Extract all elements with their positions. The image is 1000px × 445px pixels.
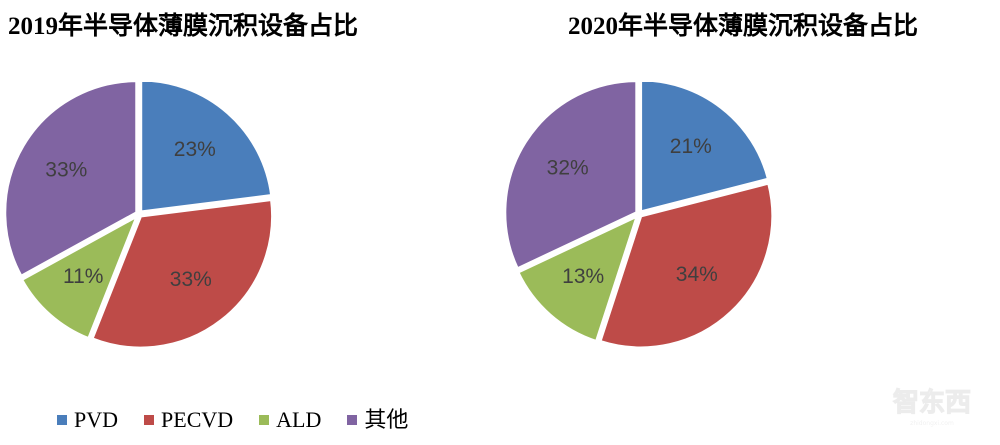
legend-label-pvd: PVD: [74, 407, 119, 432]
pie-slices-2019: [6, 82, 275, 350]
pie-chart-2019: 23% 33% 11% 33%: [6, 82, 438, 362]
chart-panel-2020: 2020年半导体薄膜沉积设备占比 21% 34% 13% 32% PVD PEC…: [500, 0, 1000, 445]
page-title-2020: 2020年半导体薄膜沉积设备占比: [568, 13, 919, 40]
legend-label-pecvd: PECVD: [161, 407, 234, 432]
pie-slice-pecvd[interactable]: [598, 181, 775, 350]
chart-panel-2019: 2019年半导体薄膜沉积设备占比 23% 33% 11% 33% PVD PEC…: [6, 13, 438, 435]
legend-label-other: 其他: [364, 407, 409, 432]
pie-slices-2020: [506, 82, 775, 350]
pie-label-other: 33%: [45, 159, 87, 182]
legend-swatch-pecvd-icon: [144, 415, 155, 425]
pie-label-pecvd: 34%: [676, 263, 718, 286]
pie-slice-pvd[interactable]: [639, 82, 770, 214]
pie-label-pvd: 23%: [174, 138, 216, 161]
pie-slice-pecvd[interactable]: [90, 198, 275, 350]
pie-label-pvd: 21%: [670, 135, 712, 158]
legend-2019: PVD PECVD ALD 其他: [57, 405, 408, 435]
legend-swatch-ald-icon: [259, 415, 270, 425]
pie-svg-2020: 21% 34% 13% 32%: [506, 82, 775, 350]
pie-chart-2020: 21% 34% 13% 32%: [506, 82, 938, 362]
pie-label-ald: 13%: [562, 265, 604, 288]
pie-slice-ald[interactable]: [20, 214, 139, 341]
legend-swatch-pvd-icon: [57, 415, 67, 425]
legend-item-ald[interactable]: ALD: [259, 409, 321, 431]
pie-label-ald: 11%: [63, 265, 103, 288]
pie-slice-other[interactable]: [506, 82, 639, 271]
pie-slice-ald[interactable]: [516, 214, 639, 343]
legend-label-ald: ALD: [276, 407, 322, 432]
pie-label-other: 32%: [547, 156, 589, 179]
page-title-2019: 2019年半导体薄膜沉积设备占比: [8, 13, 359, 40]
pie-svg-2019: 23% 33% 11% 33%: [6, 82, 275, 350]
pie-slice-other[interactable]: [6, 82, 139, 278]
legend-item-pecvd[interactable]: PECVD: [144, 409, 233, 431]
legend-item-other[interactable]: 其他: [347, 409, 408, 431]
pie-slice-pvd[interactable]: [139, 82, 274, 214]
pie-label-pecvd: 33%: [170, 268, 212, 291]
legend-item-pvd[interactable]: PVD: [57, 409, 118, 431]
legend-swatch-other-icon: [347, 415, 358, 425]
